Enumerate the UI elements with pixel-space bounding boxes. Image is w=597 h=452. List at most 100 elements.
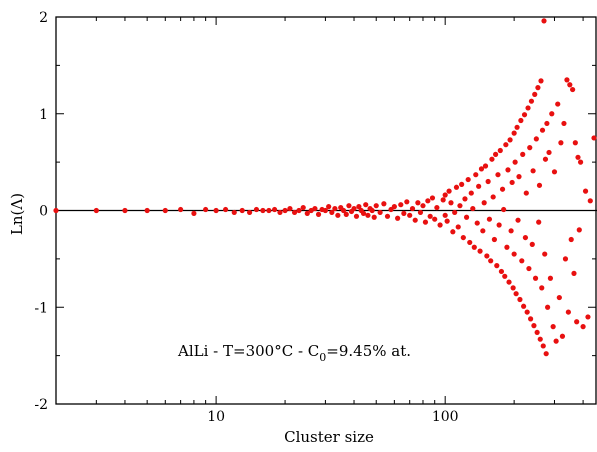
data-point	[304, 210, 310, 217]
data-point	[478, 166, 485, 172]
data-point	[440, 197, 446, 203]
y-tick-label: 1	[39, 107, 48, 123]
data-point	[162, 207, 168, 214]
data-point	[485, 178, 491, 185]
data-point	[468, 190, 474, 196]
data-point	[384, 213, 391, 219]
data-point	[246, 209, 253, 216]
y-axis-label: Ln(Λ)	[8, 193, 26, 235]
data-point	[568, 236, 574, 243]
data-point	[340, 207, 347, 214]
data-point	[547, 275, 554, 281]
data-point	[497, 147, 503, 154]
data-point	[373, 203, 379, 209]
data-point	[460, 234, 466, 241]
data-point	[510, 285, 516, 291]
data-point	[326, 204, 332, 210]
data-point	[580, 324, 586, 330]
data-point	[524, 309, 530, 315]
data-point	[434, 204, 440, 211]
data-point	[494, 263, 500, 269]
data-point	[516, 174, 522, 180]
data-point	[481, 200, 487, 206]
data-point	[537, 336, 543, 342]
x-axis-label: Cluster size	[284, 428, 374, 446]
data-point	[266, 207, 272, 214]
data-point	[508, 228, 514, 234]
data-point	[412, 217, 418, 223]
data-point	[575, 154, 581, 160]
data-point	[239, 207, 245, 214]
data-point	[446, 188, 452, 194]
data-point	[529, 241, 535, 247]
data-point	[371, 214, 377, 220]
data-point	[277, 209, 283, 216]
data-point	[582, 188, 589, 194]
data-point	[509, 179, 515, 186]
data-point	[296, 207, 302, 214]
data-point	[381, 201, 387, 207]
data-point	[526, 265, 532, 272]
data-point	[346, 203, 352, 209]
data-point	[574, 319, 580, 325]
data-point	[506, 279, 512, 285]
data-point	[503, 142, 509, 148]
data-point	[542, 156, 549, 162]
annotation-suffix: =9.45% at.	[326, 342, 411, 360]
data-point	[511, 130, 517, 136]
data-point	[427, 213, 433, 219]
data-point	[407, 212, 413, 218]
data-point	[507, 137, 513, 143]
data-point	[409, 205, 416, 212]
data-point	[474, 220, 480, 226]
data-point	[203, 206, 209, 213]
data-point	[315, 211, 322, 217]
data-point	[538, 78, 544, 84]
data-point	[515, 217, 521, 223]
data-point	[565, 309, 571, 315]
data-point	[473, 172, 479, 178]
y-tick-label: -1	[34, 300, 48, 316]
data-point	[536, 219, 542, 225]
data-point	[536, 182, 543, 188]
data-point	[544, 120, 550, 127]
data-point	[505, 167, 511, 173]
data-point	[420, 203, 426, 209]
data-point	[585, 314, 591, 320]
data-point	[122, 207, 128, 214]
data-point	[329, 209, 335, 216]
data-point	[519, 258, 525, 264]
data-point	[511, 251, 517, 257]
data-point	[562, 256, 569, 262]
data-point	[528, 98, 535, 104]
data-point	[489, 156, 495, 162]
data-point	[486, 216, 493, 222]
data-point	[471, 244, 477, 250]
data-point	[530, 168, 536, 174]
data-point	[178, 206, 184, 213]
data-point	[459, 181, 465, 187]
data-point	[401, 210, 407, 217]
data-point	[488, 258, 494, 264]
data-point	[522, 234, 529, 241]
data-point	[360, 210, 367, 217]
data-point	[417, 209, 424, 216]
data-point	[502, 273, 508, 279]
data-point	[452, 209, 458, 216]
data-point	[484, 253, 490, 259]
data-point	[260, 207, 266, 214]
data-point	[404, 199, 410, 205]
data-point	[556, 294, 562, 301]
data-point	[551, 169, 558, 175]
data-point	[591, 135, 597, 141]
data-point	[191, 210, 197, 217]
data-point	[542, 251, 548, 257]
data-point	[448, 200, 454, 206]
data-point	[312, 205, 318, 212]
data-point	[559, 333, 566, 339]
data-point	[457, 203, 463, 209]
data-point	[444, 218, 450, 224]
data-point	[576, 227, 582, 233]
data-point	[476, 183, 482, 189]
